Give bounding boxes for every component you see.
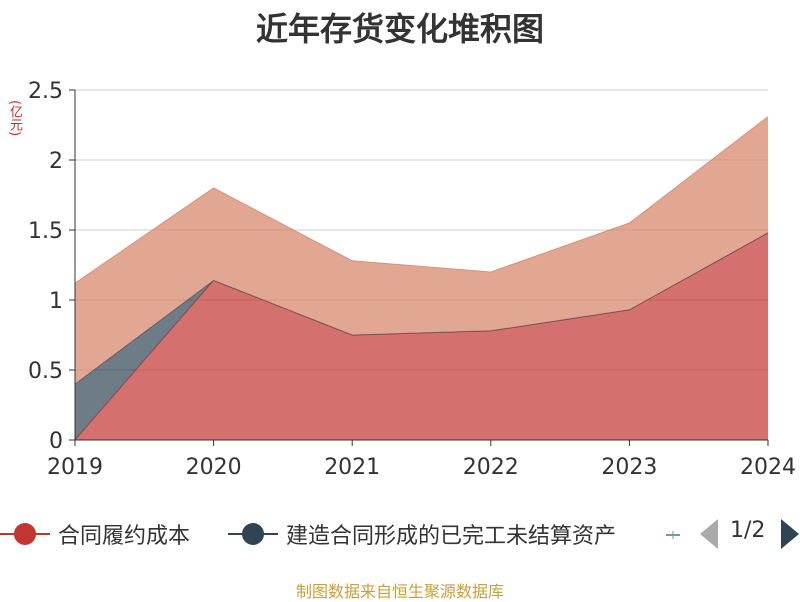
x-tick-label-5: 2024 xyxy=(740,455,796,480)
legend: 合同履约成本 建造合同形成的已完工未结算资产 xyxy=(0,514,800,554)
x-tick-label-4: 2023 xyxy=(601,455,657,480)
plot-area: 0 0.5 1 1.5 2 2.5 2019 2020 2021 2022 2023 2024 xyxy=(28,79,796,480)
axes xyxy=(69,89,769,446)
y-tick-label-0: 0 xyxy=(49,429,63,454)
chart-title: 近年存货变化堆积图 xyxy=(255,10,544,48)
source-note: 制图数据来自恒生聚源数据库 xyxy=(295,582,504,601)
legend-page-indicator: 1/2 xyxy=(730,518,766,543)
legend-item-1[interactable]: 建造合同形成的已完工未结算资产 xyxy=(228,514,616,554)
legend-partial-item-icon xyxy=(666,531,680,539)
legend-prev-page-icon[interactable] xyxy=(700,519,718,549)
tick-labels: 0 0.5 1 1.5 2 2.5 2019 2020 2021 2022 2023 2024 xyxy=(28,79,796,480)
y-tick-label-3: 1.5 xyxy=(28,219,63,244)
legend-item-0[interactable]: 合同履约成本 xyxy=(0,514,190,554)
legend-symbol-1 xyxy=(228,514,278,554)
y-tick-label-5: 2.5 xyxy=(28,79,63,104)
legend-label-1: 建造合同形成的已完工未结算资产 xyxy=(286,524,617,549)
area-series-0 xyxy=(75,232,768,440)
y-tick-label-2: 1 xyxy=(49,289,63,314)
y-tick-label-1: 0.5 xyxy=(28,359,63,384)
x-tick-label-0: 2019 xyxy=(47,455,103,480)
y-axis-unit-label: (亿元) xyxy=(7,99,22,137)
x-tick-label-2: 2021 xyxy=(324,455,380,480)
area-series-2 xyxy=(75,116,768,384)
legend-next-page-icon[interactable] xyxy=(781,519,799,549)
y-tick-label-4: 2 xyxy=(49,149,63,174)
stacked-areas xyxy=(74,116,769,441)
x-tick-label-3: 2022 xyxy=(463,455,519,480)
series-line-2 xyxy=(74,116,769,284)
legend-symbol-0 xyxy=(0,514,50,554)
legend-label-0: 合同履约成本 xyxy=(58,524,191,549)
x-tick-label-1: 2020 xyxy=(186,455,242,480)
